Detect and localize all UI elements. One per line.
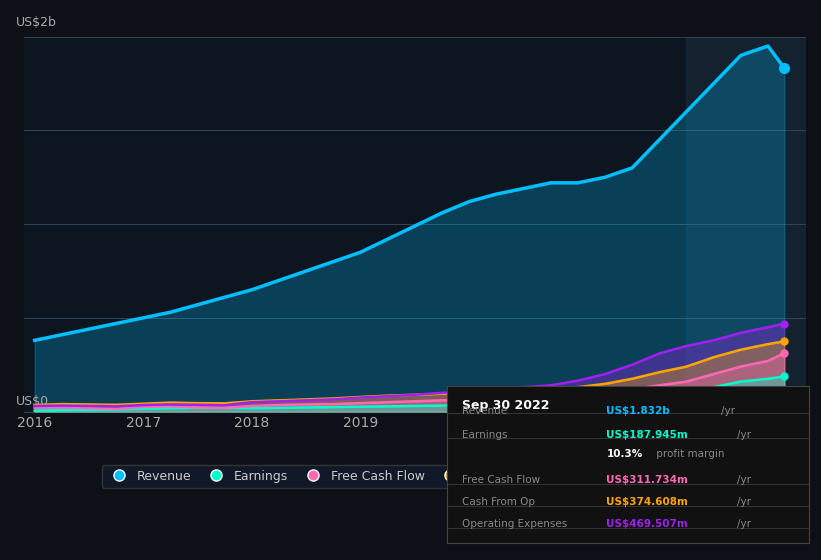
Text: US$2b: US$2b [16,16,57,29]
Text: Operating Expenses: Operating Expenses [462,519,567,529]
Text: /yr: /yr [737,475,751,485]
Text: /yr: /yr [737,430,751,440]
Text: US$374.608m: US$374.608m [607,497,688,507]
Text: US$469.507m: US$469.507m [607,519,688,529]
Text: US$1.832b: US$1.832b [607,406,670,416]
Text: profit margin: profit margin [654,449,725,459]
Text: /yr: /yr [737,497,751,507]
Text: /yr: /yr [737,519,751,529]
Text: US$187.945m: US$187.945m [607,430,688,440]
Text: Free Cash Flow: Free Cash Flow [462,475,540,485]
Text: Revenue: Revenue [462,406,507,416]
Bar [686,36,806,412]
Text: Earnings: Earnings [462,430,507,440]
Legend: Revenue, Earnings, Free Cash Flow, Cash From Op, Operating Expenses: Revenue, Earnings, Free Cash Flow, Cash … [102,465,728,488]
Text: US$311.734m: US$311.734m [607,475,688,485]
Text: US$0: US$0 [16,395,49,408]
Text: Sep 30 2022: Sep 30 2022 [462,399,549,412]
Text: /yr: /yr [722,406,736,416]
Text: Cash From Op: Cash From Op [462,497,535,507]
Text: 10.3%: 10.3% [607,449,643,459]
